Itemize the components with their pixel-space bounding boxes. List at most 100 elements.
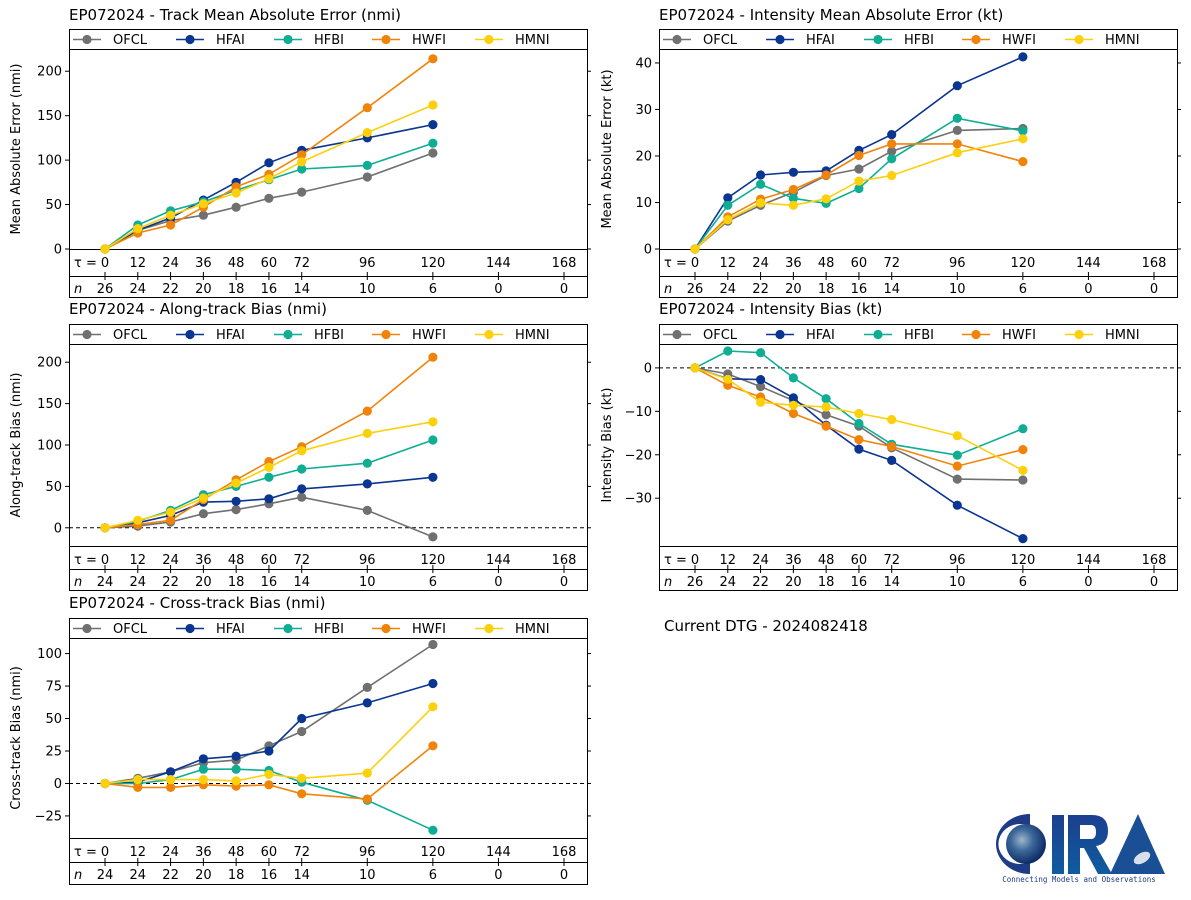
legend-marker [775,34,785,45]
x-tick-label: 0 [691,553,699,568]
sample-count-label: 18 [228,282,245,297]
legend-marker [283,34,293,45]
data-point-hwfi [133,782,143,793]
sample-count-label: 26 [687,575,704,590]
data-point-hfai [264,494,274,504]
sample-count-label: 0 [560,575,568,590]
x-tick-label: 60 [261,256,278,271]
data-point-hfbi [854,183,864,194]
legend-marker [672,329,682,340]
legend-entry-hfbi: HFBI [864,328,934,343]
legend-marker [873,34,883,45]
legend-marker [775,329,785,340]
legend-entry-hmni: HMNI [1065,328,1140,343]
data-point-ofcl [297,726,307,737]
legend-marker [82,329,92,340]
sample-count-label: 24 [720,575,737,590]
legend-label: HWFI [412,33,446,48]
series-hwfi [690,139,1028,254]
data-point-ofcl [756,382,766,392]
legend-marker [82,623,92,634]
data-point-hfai [231,751,241,761]
x-tick-label: 60 [851,553,868,568]
sample-count-label: 6 [1019,575,1027,590]
x-tick-label: 12 [720,553,737,568]
legend-label: HMNI [1105,328,1140,343]
data-point-hfai [1018,52,1028,62]
sample-count-label: 0 [1084,282,1092,297]
x-tick-label: 60 [851,256,868,271]
chart-along-track-bias: EP072024 - Along-track Bias (nmi)0501001… [9,300,591,591]
sample-count-label: 0 [560,868,568,883]
sample-count-label: 18 [228,575,245,590]
data-point-hmni [133,224,143,234]
x-tick-label: 168 [552,256,577,271]
data-point-hmni [264,769,274,780]
series-line-ofcl [104,643,434,785]
sample-count-label: 20 [195,282,212,297]
data-point-hwfi [952,461,962,471]
x-tick-label: 36 [195,553,212,568]
y-tick-label: 100 [37,154,62,169]
data-point-hfbi [756,348,766,358]
x-tick-label: 12 [130,845,147,860]
legend-marker [283,329,293,340]
x-tick-label: 168 [1142,553,1167,568]
x-tick-label: 0 [691,256,699,271]
data-point-hmni [100,523,110,533]
legend-marker [672,34,682,45]
data-point-hwfi [854,435,864,445]
x-tick-label: 36 [195,256,212,271]
data-point-ofcl [297,492,307,502]
legend-entry-hfai: HFAI [176,622,245,637]
y-tick-label: 50 [45,480,62,495]
y-axis-label: Mean Absolute Error (nmi) [9,64,24,235]
axes-frame [69,324,588,591]
legend-marker [283,623,293,634]
legend-entry-hwfi: HWFI [372,328,446,343]
legend-label: HFAI [806,33,835,48]
data-point-hfai [362,479,372,489]
logo-letter-r [1068,815,1112,874]
x-tick-label: 96 [949,256,966,271]
data-point-hmni [428,100,438,110]
chart-title: EP072024 - Cross-track Bias (nmi) [69,594,325,612]
data-point-hmni [166,210,176,220]
y-tick-label: 75 [45,680,62,695]
legend-label: HFAI [806,328,835,343]
data-point-hfbi [756,179,766,189]
data-point-hmni [264,462,274,472]
series-hmni [100,702,438,789]
sample-count-label: 0 [560,282,568,297]
x-tick-label: 48 [818,256,835,271]
data-point-ofcl [231,505,241,515]
data-point-hwfi [788,408,799,419]
legend-marker [1074,34,1084,45]
y-tick-label: 200 [37,65,62,80]
sample-count-label: 26 [97,282,114,297]
tau-label: τ = [664,256,687,271]
data-point-hfai [264,158,274,168]
legend-entry-hwfi: HWFI [962,328,1036,343]
y-tick-label: 200 [37,356,62,371]
data-point-hfbi [788,193,799,203]
legend-label: HFBI [904,328,934,343]
data-point-hmni [756,198,766,208]
legend-label: OFCL [113,33,148,48]
data-point-hfai [756,375,766,385]
sample-count-label: 6 [429,282,437,297]
data-point-hfbi [428,825,438,835]
data-point-hfai [952,500,962,510]
sample-count-label: 18 [818,282,835,297]
sample-count-label: 24 [97,868,114,883]
legend-label: HFBI [904,33,934,48]
legend-marker [381,329,391,340]
data-point-hfbi [952,450,962,460]
series-line-hfai [104,123,434,250]
axes-frame [69,618,588,885]
x-tick-label: 24 [752,553,769,568]
tau-label: τ = [74,256,97,271]
y-tick-label: −20 [625,448,652,463]
sample-count-label: 10 [949,575,966,590]
